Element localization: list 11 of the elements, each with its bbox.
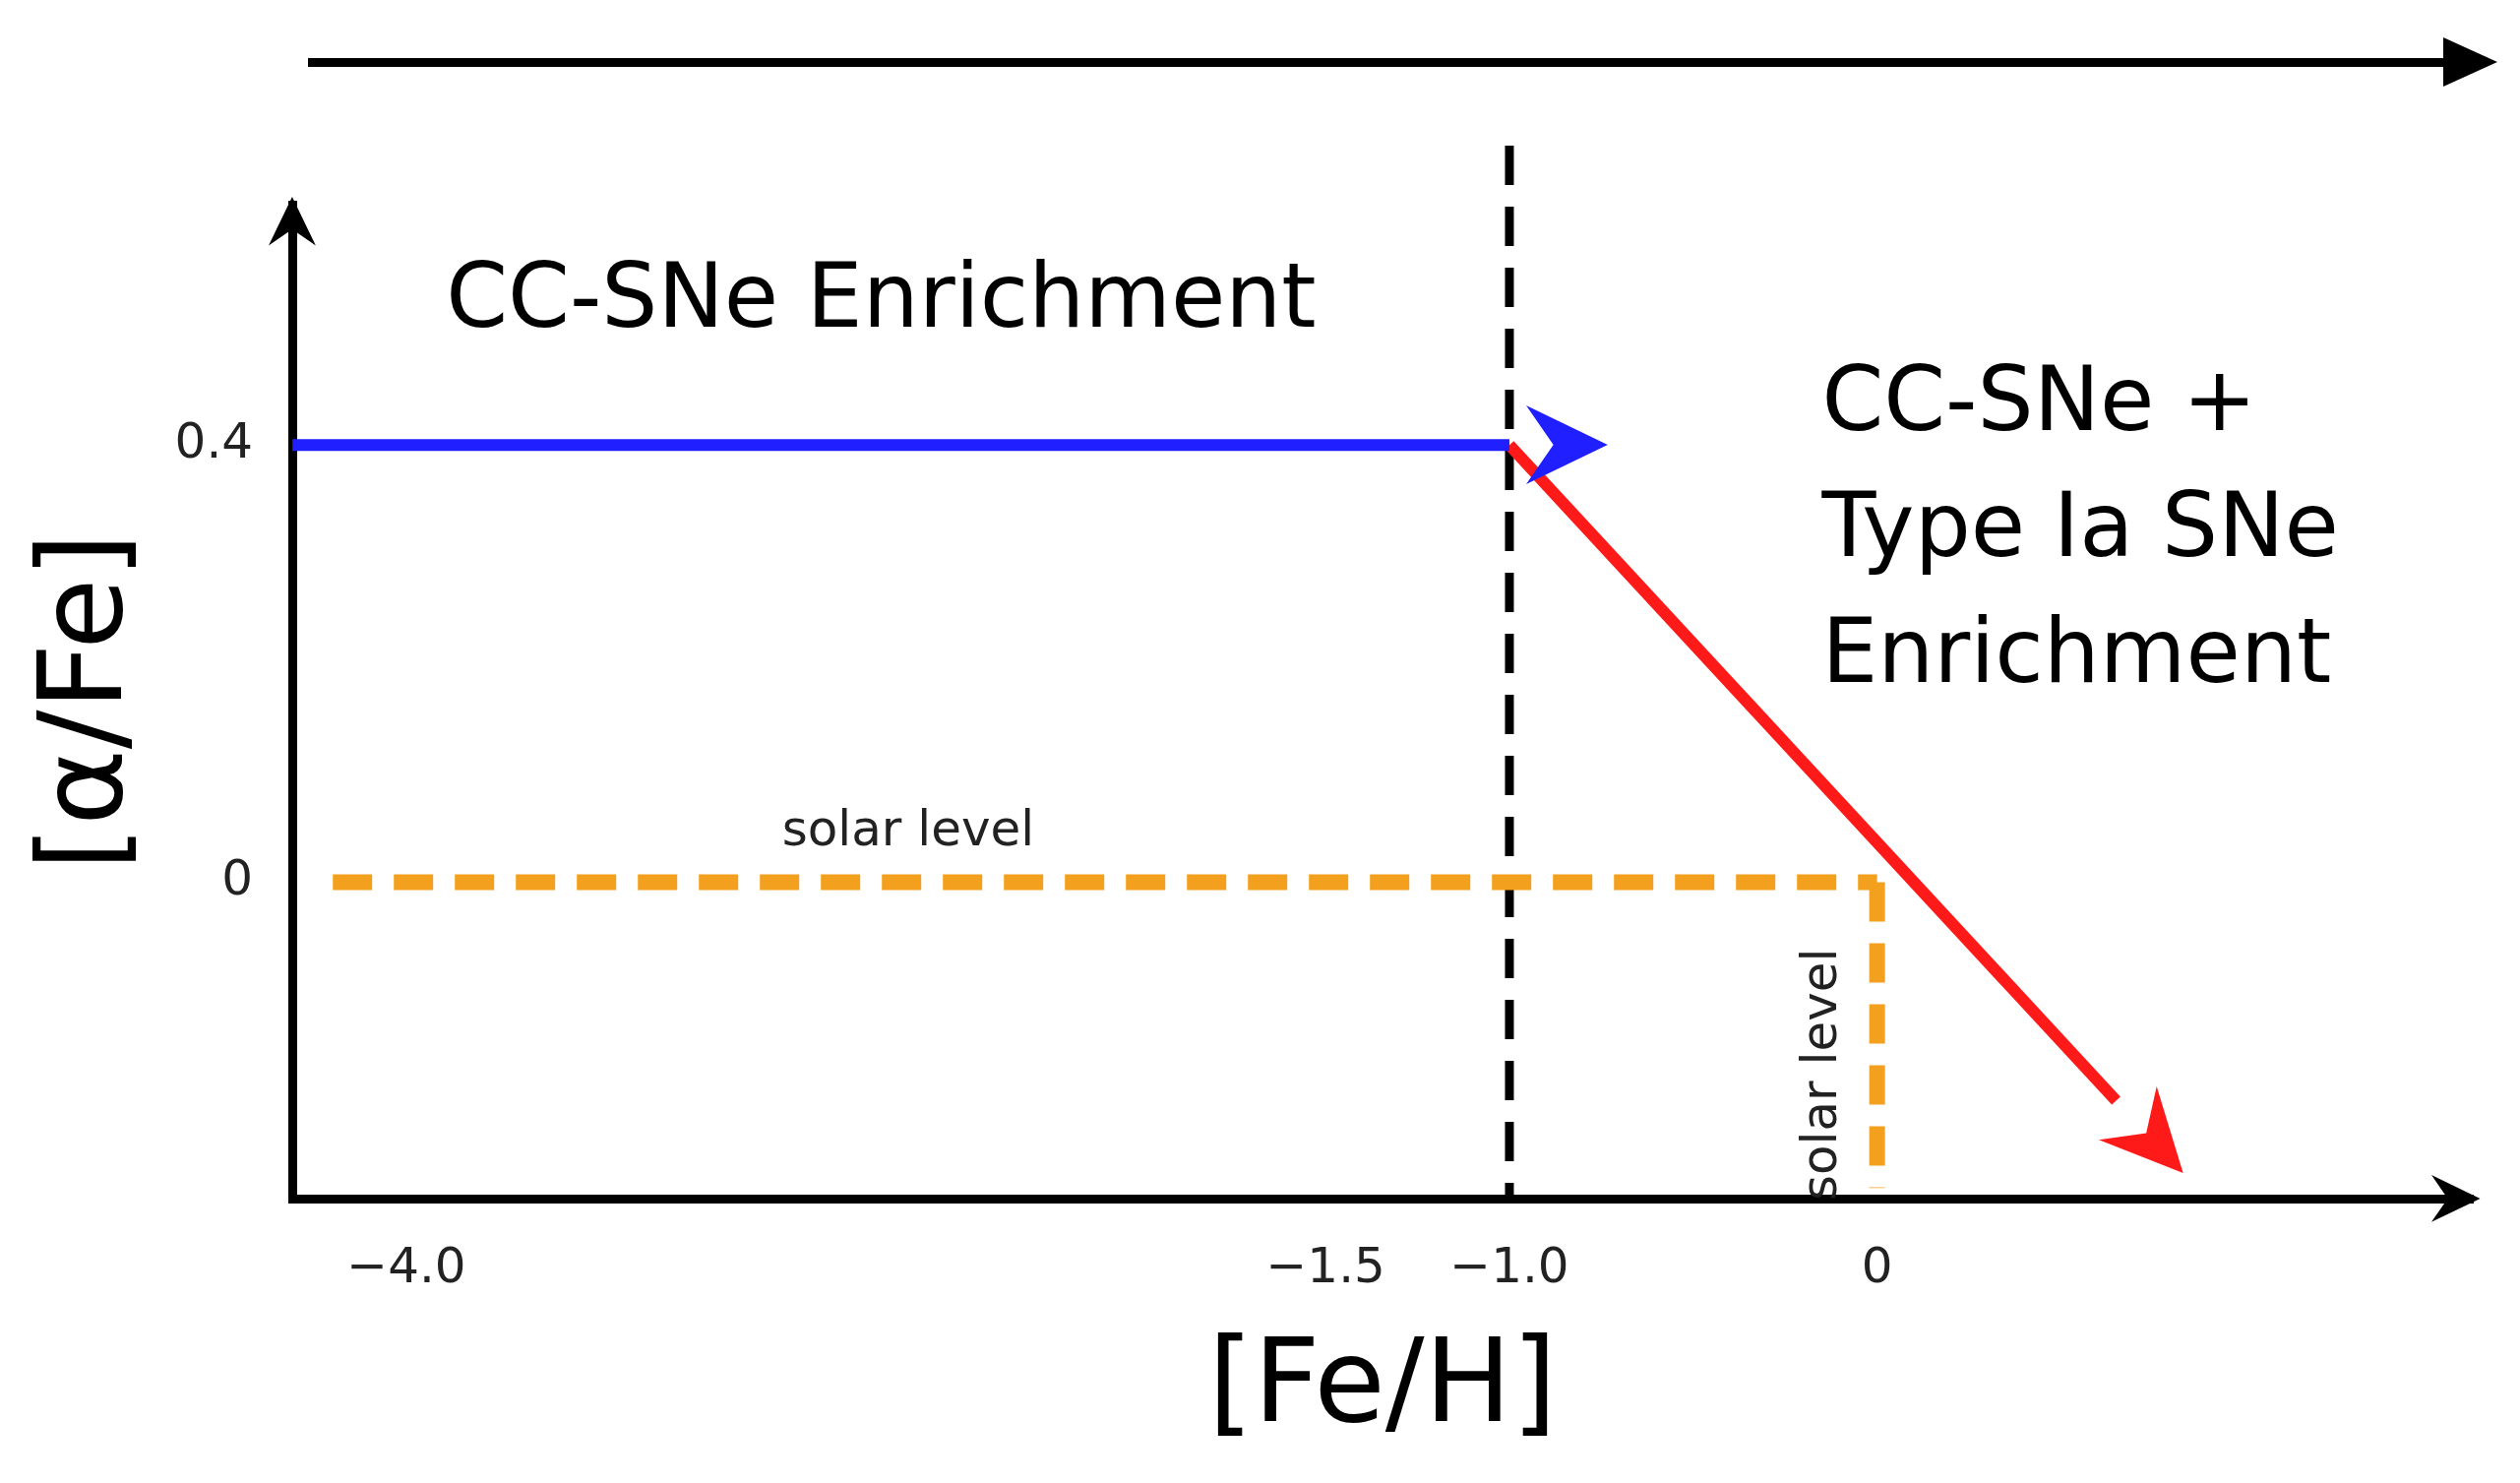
y-tick-label: 0.4 bbox=[174, 412, 254, 470]
x-tick-label: −1.5 bbox=[1265, 1237, 1385, 1295]
text: solar level bbox=[1790, 948, 1848, 1202]
x-axis-title: [Fe/H] bbox=[1207, 1312, 1558, 1449]
x-tick-label: 0 bbox=[1861, 1237, 1893, 1295]
y-axis-title: [α/Fe] bbox=[13, 532, 150, 872]
x-tick-label: −1.0 bbox=[1449, 1237, 1569, 1295]
annotation: CC-SNe Enrichment bbox=[446, 244, 1317, 348]
annotation: CC-SNe + Type Ia SNe Enrichment bbox=[1820, 346, 2339, 703]
series-label: solar level bbox=[781, 800, 1035, 858]
x-tick-label: −4.0 bbox=[346, 1237, 466, 1295]
